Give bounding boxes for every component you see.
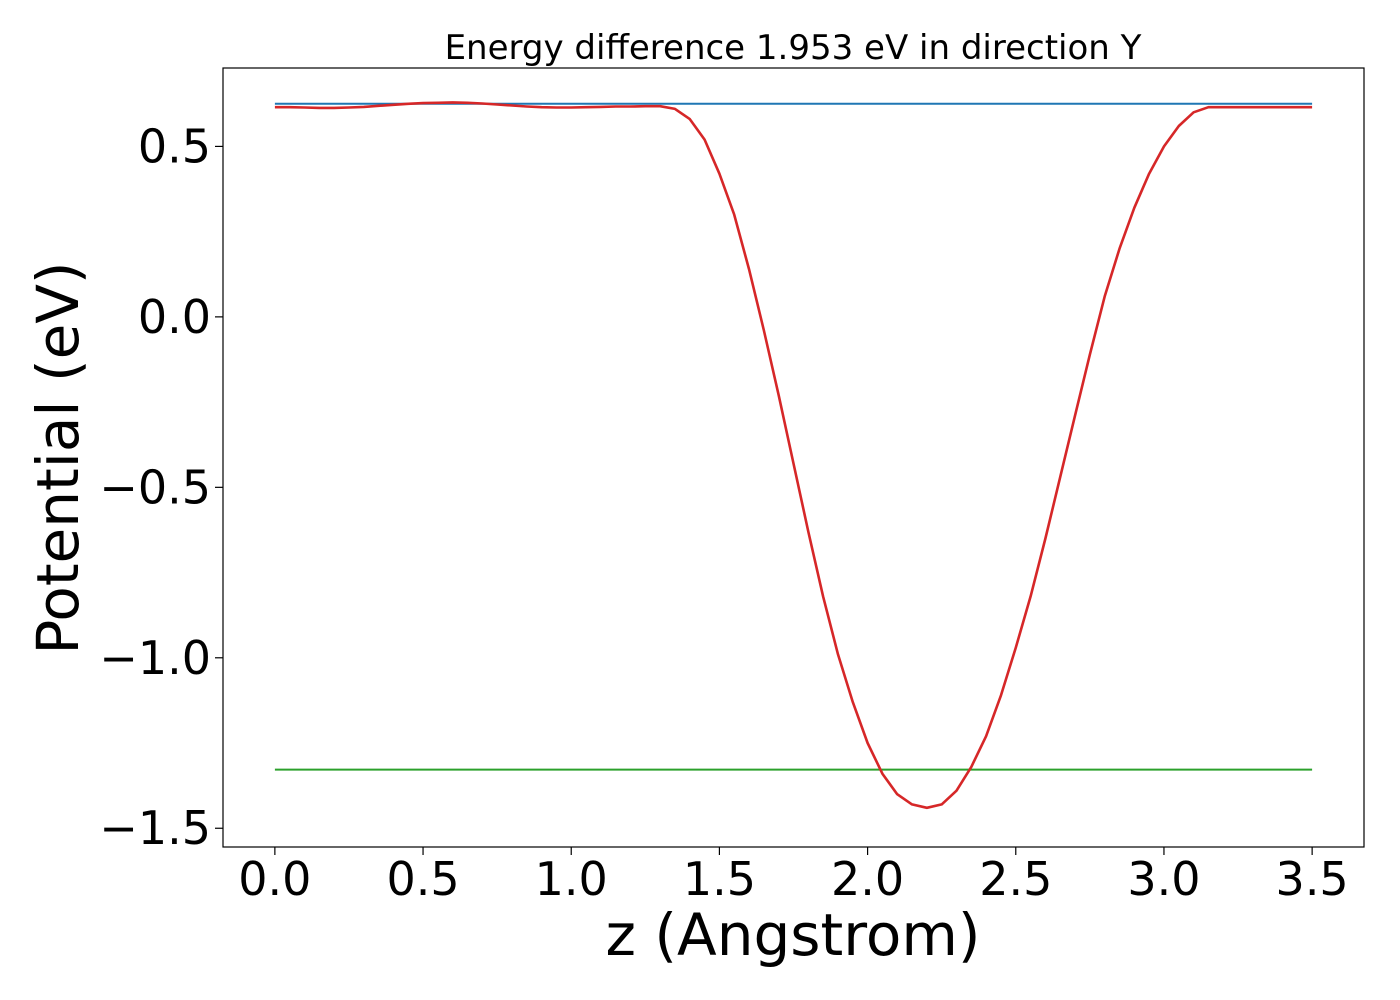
x-tick-label: 0.0 [238, 852, 311, 906]
series-layer [274, 101, 1313, 810]
x-tick-label: 1.0 [535, 852, 608, 906]
ticks-layer: 0.0 0.5 1.0 1.5 2.0 2.5 3.0 3.5 0.5 0.0 −0.5 −1.0 −1… [99, 119, 1348, 906]
y-tick-label: 0.5 [138, 119, 211, 173]
y-tick-label: −1.0 [99, 631, 211, 685]
x-tick-label: 2.5 [979, 852, 1052, 906]
x-tick-label: 0.5 [386, 852, 459, 906]
x-tick-label: 2.0 [831, 852, 904, 906]
chart-title: Energy difference 1.953 eV in direction … [445, 28, 1142, 68]
x-tick-label: 3.5 [1276, 852, 1349, 906]
plot-frame [222, 67, 1365, 848]
y-tick-label: −1.5 [99, 801, 211, 855]
y-tick-label: −0.5 [99, 460, 211, 514]
y-tick-label: 0.0 [138, 290, 211, 344]
potential-curve [274, 101, 1313, 810]
x-tick-label: 3.0 [1127, 852, 1200, 906]
x-axis-label: z (Angstrom) [606, 901, 981, 969]
x-tick-label: 1.5 [683, 852, 756, 906]
y-axis-label: Potential (eV) [24, 261, 92, 654]
